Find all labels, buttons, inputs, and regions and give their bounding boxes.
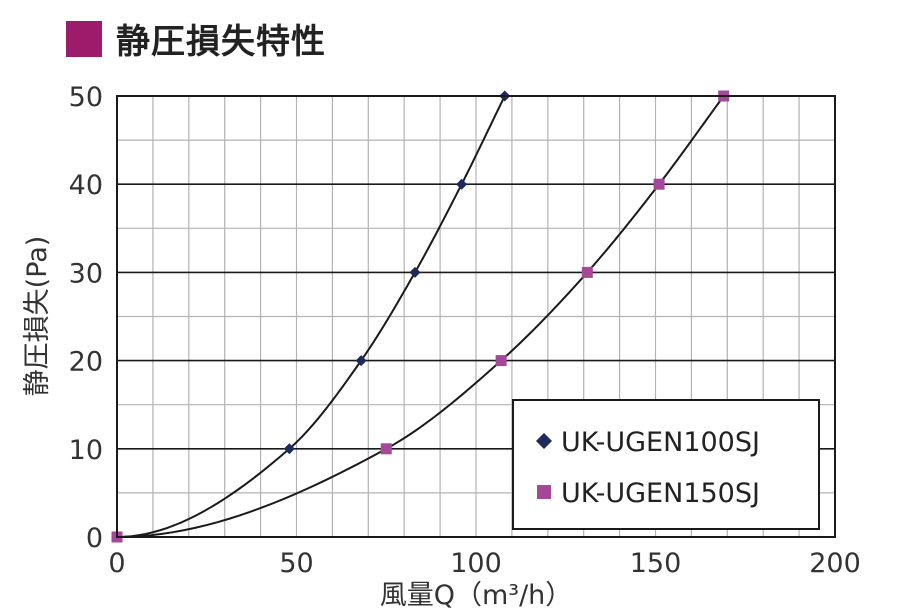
series-line-1 xyxy=(116,95,506,538)
legend-label: UK-UGEN150SJ xyxy=(561,478,760,509)
data-point-square xyxy=(380,443,392,455)
data-point-square xyxy=(495,355,507,367)
data-point-diamond xyxy=(456,178,468,190)
chart-header: 静圧損失特性 xyxy=(66,14,326,63)
y-tick-label: 40 xyxy=(69,170,103,201)
data-point-square xyxy=(653,178,665,190)
legend-marker-square xyxy=(537,485,551,499)
x-tick-label: 150 xyxy=(630,548,682,579)
legend-marker-diamond xyxy=(536,433,552,449)
x-tick-label: 0 xyxy=(108,548,125,579)
data-point-diamond xyxy=(409,266,421,278)
axis-ticks: 0 50 100 150 200 0 10 20 30 40 50 xyxy=(69,82,861,579)
y-tick-label: 20 xyxy=(69,347,103,378)
x-tick-label: 100 xyxy=(450,548,502,579)
y-axis-label: 静圧損失(Pa) xyxy=(22,236,53,397)
y-tick-label: 0 xyxy=(86,523,103,554)
series-curves xyxy=(116,95,725,538)
legend-label: UK-UGEN100SJ xyxy=(561,427,760,458)
plot-frame xyxy=(116,95,836,538)
data-point-diamond xyxy=(283,443,295,455)
x-tick-label: 200 xyxy=(809,548,861,579)
legend: UK-UGEN100SJ UK-UGEN150SJ xyxy=(512,399,820,530)
y-tick-label: 10 xyxy=(69,435,103,466)
title-marker-square xyxy=(66,20,102,57)
y-tick-label: 30 xyxy=(69,258,103,289)
x-tick-label: 50 xyxy=(279,548,313,579)
data-point-square xyxy=(581,266,593,278)
x-axis-label: 風量Q（m³/h） xyxy=(380,580,573,611)
data-point-diamond xyxy=(355,355,367,367)
series-line-2 xyxy=(116,95,725,538)
y-tick-label: 50 xyxy=(69,82,103,113)
legend-box xyxy=(512,399,820,530)
chart-title: 静圧損失特性 xyxy=(116,22,326,62)
